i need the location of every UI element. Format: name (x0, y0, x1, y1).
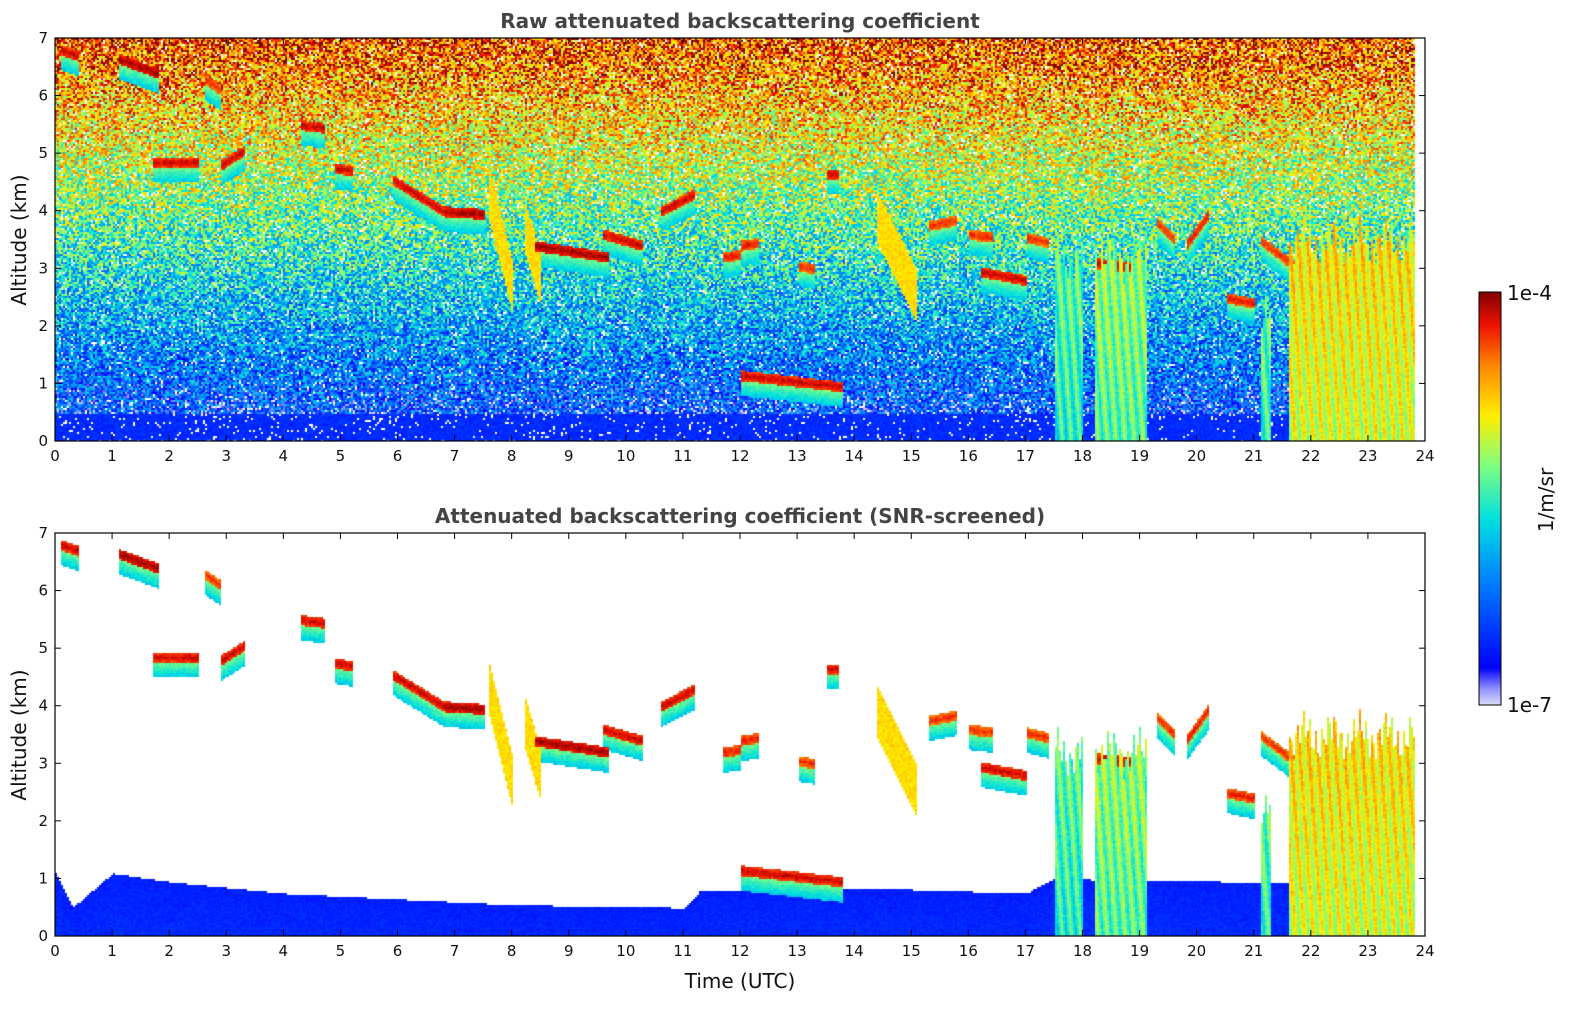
x-tick-label: 13 (788, 942, 807, 960)
y-tick-label: 4 (38, 697, 48, 715)
x-tick-label: 16 (959, 447, 978, 465)
x-tick-label: 24 (1415, 447, 1434, 465)
x-tick-label: 15 (902, 447, 921, 465)
y-tick-label: 4 (38, 202, 48, 220)
x-tick-label: 19 (1130, 942, 1149, 960)
raw-heatmap (55, 38, 1425, 441)
y-tick-label: 6 (38, 582, 48, 600)
x-tick-label: 14 (845, 942, 864, 960)
x-tick-label: 4 (279, 942, 289, 960)
x-tick-label: 12 (730, 942, 749, 960)
x-tick-label: 21 (1244, 447, 1263, 465)
x-tick-label: 11 (673, 447, 692, 465)
x-tick-label: 5 (336, 447, 346, 465)
x-tick-label: 17 (1016, 942, 1035, 960)
x-tick-label: 3 (221, 942, 231, 960)
x-tick-label: 4 (279, 447, 289, 465)
colorbar-label: 1/m/sr (1534, 467, 1558, 532)
y-axis-label: Altitude (km) (7, 174, 31, 305)
x-tick-label: 24 (1415, 942, 1434, 960)
screened-heatmap (55, 533, 1425, 936)
colorbar: 1e-4 1e-7 1/m/sr (1478, 281, 1558, 717)
x-tick-label: 14 (845, 447, 864, 465)
raw-backscatter-panel: Raw attenuated backscattering coefficien… (7, 9, 1435, 465)
y-tick-label: 2 (38, 317, 48, 335)
x-axis-ticks: 0 1 2 3 4 5 6 7 8 9 10 11 12 13 14 15 16 17 18 19 20 21 22 23 24 (50, 533, 1435, 960)
colorbar-gradient (1478, 291, 1502, 706)
y-tick-label: 0 (38, 927, 48, 945)
x-tick-label: 23 (1358, 447, 1377, 465)
y-tick-label: 7 (38, 29, 48, 47)
x-tick-label: 22 (1301, 447, 1320, 465)
y-tick-label: 7 (38, 524, 48, 542)
x-axis-ticks: 0 1 2 3 4 5 6 7 8 9 10 11 12 13 14 15 16 17 18 19 20 21 22 23 24 (50, 38, 1435, 465)
x-tick-label: 15 (902, 942, 921, 960)
x-tick-label: 0 (50, 942, 60, 960)
y-tick-label: 6 (38, 87, 48, 105)
y-tick-label: 3 (38, 259, 48, 277)
y-axis-ticks: 0 1 2 3 4 5 6 7 (38, 524, 1425, 945)
x-tick-label: 20 (1187, 942, 1206, 960)
x-tick-label: 10 (616, 942, 635, 960)
y-axis-ticks: 0 1 2 3 4 5 6 7 (38, 29, 1425, 450)
x-tick-label: 9 (564, 942, 574, 960)
x-tick-label: 5 (336, 942, 346, 960)
x-tick-label: 18 (1073, 942, 1092, 960)
x-tick-label: 10 (616, 447, 635, 465)
y-tick-label: 0 (38, 432, 48, 450)
x-tick-label: 0 (50, 447, 60, 465)
screened-backscatter-panel: Attenuated backscattering coefficient (S… (7, 504, 1435, 993)
y-tick-label: 3 (38, 754, 48, 772)
x-tick-label: 13 (788, 447, 807, 465)
x-tick-label: 6 (393, 942, 403, 960)
x-tick-label: 6 (393, 447, 403, 465)
x-tick-label: 8 (507, 447, 517, 465)
colorbar-min-label: 1e-7 (1507, 693, 1552, 717)
x-tick-label: 17 (1016, 447, 1035, 465)
x-tick-label: 1 (107, 942, 117, 960)
x-tick-label: 9 (564, 447, 574, 465)
panel-title: Attenuated backscattering coefficient (S… (435, 504, 1045, 528)
x-tick-label: 22 (1301, 942, 1320, 960)
y-tick-label: 2 (38, 812, 48, 830)
x-tick-label: 11 (673, 942, 692, 960)
x-tick-label: 1 (107, 447, 117, 465)
x-tick-label: 16 (959, 942, 978, 960)
x-tick-label: 12 (730, 447, 749, 465)
x-tick-label: 21 (1244, 942, 1263, 960)
x-tick-label: 2 (164, 942, 174, 960)
x-tick-label: 20 (1187, 447, 1206, 465)
y-tick-label: 5 (38, 144, 48, 162)
x-tick-label: 7 (450, 447, 460, 465)
y-tick-label: 5 (38, 639, 48, 657)
x-tick-label: 2 (164, 447, 174, 465)
panel-title: Raw attenuated backscattering coefficien… (500, 9, 980, 33)
colorbar-max-label: 1e-4 (1507, 281, 1552, 305)
y-tick-label: 1 (38, 374, 48, 392)
x-axis-label: Time (UTC) (684, 969, 796, 993)
x-tick-label: 3 (221, 447, 231, 465)
x-tick-label: 7 (450, 942, 460, 960)
x-tick-label: 8 (507, 942, 517, 960)
y-axis-label: Altitude (km) (7, 669, 31, 800)
x-tick-label: 18 (1073, 447, 1092, 465)
y-tick-label: 1 (38, 869, 48, 887)
x-tick-label: 19 (1130, 447, 1149, 465)
x-tick-label: 23 (1358, 942, 1377, 960)
